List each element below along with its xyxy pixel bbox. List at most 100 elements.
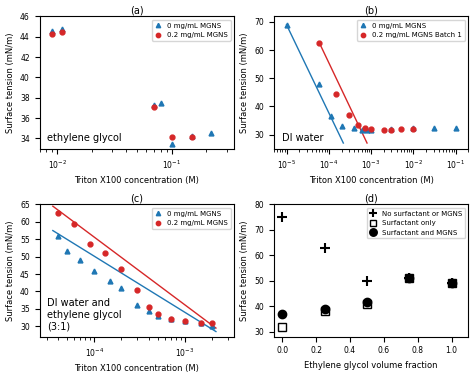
- 0 mg/mL MGNS: [284, 22, 290, 27]
- 0 mg/mL MGNS: [389, 127, 394, 131]
- 0.2 mg/mL MGNS Batch 1: [346, 113, 352, 117]
- 0 mg/mL MGNS: [328, 114, 333, 119]
- Line: 0 mg/mL MGNS: 0 mg/mL MGNS: [55, 233, 215, 329]
- 0 mg/mL MGNS: [151, 103, 157, 107]
- Title: (b): (b): [364, 6, 378, 16]
- 0 mg/mL MGNS: [158, 100, 164, 105]
- Title: (a): (a): [130, 6, 144, 16]
- 0 mg/mL MGNS: [55, 233, 61, 238]
- Surfactant and MGNS: [280, 312, 285, 316]
- 0 mg/mL MGNS: [107, 279, 113, 283]
- 0.2 mg/mL MGNS Batch 1: [317, 41, 322, 45]
- 0 mg/mL MGNS: [118, 286, 124, 290]
- 0 mg/mL MGNS: [208, 131, 214, 136]
- X-axis label: Triton X100 concentration (M): Triton X100 concentration (M): [74, 176, 200, 185]
- X-axis label: Triton X100 concentration (M): Triton X100 concentration (M): [309, 176, 434, 185]
- 0 mg/mL MGNS: [364, 127, 370, 132]
- 0.2 mg/mL MGNS Batch 1: [389, 127, 394, 132]
- 0.2 mg/mL MGNS: [102, 251, 108, 255]
- 0 mg/mL MGNS: [64, 249, 70, 254]
- 0.2 mg/mL MGNS: [87, 242, 93, 247]
- Text: ethylene glycol: ethylene glycol: [47, 133, 122, 143]
- 0.2 mg/mL MGNS Batch 1: [362, 126, 367, 131]
- Surfactant only: [449, 281, 455, 286]
- Line: 0.2 mg/mL MGNS Batch 1: 0.2 mg/mL MGNS Batch 1: [317, 41, 416, 132]
- 0.2 mg/mL MGNS: [182, 319, 188, 323]
- 0.2 mg/mL MGNS: [155, 312, 160, 316]
- 0 mg/mL MGNS: [155, 313, 160, 318]
- Surfactant only: [406, 276, 412, 280]
- 0 mg/mL MGNS: [351, 126, 357, 131]
- X-axis label: Triton X100 concentration (M): Triton X100 concentration (M): [74, 365, 200, 373]
- 0 mg/mL MGNS: [368, 127, 374, 132]
- 0.2 mg/mL MGNS Batch 1: [398, 127, 403, 131]
- 0.2 mg/mL MGNS: [151, 105, 157, 109]
- Legend: No surfactant or MGNS, Surfactant only, Surfactant and MGNS: No surfactant or MGNS, Surfactant only, …: [367, 208, 465, 238]
- 0 mg/mL MGNS: [77, 258, 83, 262]
- 0 mg/mL MGNS: [453, 125, 458, 130]
- 0 mg/mL MGNS: [91, 268, 97, 273]
- Surfactant only: [322, 309, 328, 313]
- Line: 0 mg/mL MGNS: 0 mg/mL MGNS: [284, 22, 458, 132]
- 0 mg/mL MGNS: [146, 309, 152, 313]
- 0.2 mg/mL MGNS: [146, 305, 152, 309]
- 0.2 mg/mL MGNS: [169, 135, 175, 140]
- 0.2 mg/mL MGNS: [210, 321, 215, 325]
- Y-axis label: Surface tension (mN/m): Surface tension (mN/m): [240, 32, 249, 133]
- Text: DI water and
ethylene glycol
(3:1): DI water and ethylene glycol (3:1): [47, 298, 122, 332]
- 0.2 mg/mL MGNS: [49, 31, 55, 36]
- X-axis label: Ethylene glycol volume fraction: Ethylene glycol volume fraction: [304, 361, 438, 370]
- Surfactant and MGNS: [406, 276, 412, 280]
- 0 mg/mL MGNS: [169, 141, 175, 146]
- No surfactant or MGNS: [280, 215, 285, 219]
- 0.2 mg/mL MGNS: [168, 317, 173, 322]
- 0.2 mg/mL MGNS: [71, 221, 77, 226]
- Surfactant and MGNS: [449, 281, 455, 286]
- Legend: 0 mg/mL MGNS, 0.2 mg/mL MGNS: 0 mg/mL MGNS, 0.2 mg/mL MGNS: [152, 20, 231, 41]
- 0 mg/mL MGNS: [168, 317, 173, 322]
- Legend: 0 mg/mL MGNS, 0.2 mg/mL MGNS: 0 mg/mL MGNS, 0.2 mg/mL MGNS: [152, 208, 231, 229]
- No surfactant or MGNS: [406, 276, 412, 280]
- 0.2 mg/mL MGNS: [59, 29, 65, 34]
- 0 mg/mL MGNS: [135, 303, 140, 308]
- Line: 0.2 mg/mL MGNS: 0.2 mg/mL MGNS: [50, 29, 194, 140]
- Surfactant only: [364, 301, 370, 306]
- 0.2 mg/mL MGNS: [118, 266, 124, 271]
- Text: DI water: DI water: [282, 133, 323, 143]
- 0.2 mg/mL MGNS Batch 1: [368, 127, 374, 131]
- 0 mg/mL MGNS: [410, 126, 416, 131]
- 0 mg/mL MGNS: [339, 124, 345, 128]
- Line: No surfactant or MGNS: No surfactant or MGNS: [277, 212, 456, 288]
- 0.2 mg/mL MGNS: [55, 211, 61, 215]
- 0.2 mg/mL MGNS Batch 1: [410, 127, 416, 131]
- 0 mg/mL MGNS: [198, 321, 204, 325]
- 0.2 mg/mL MGNS: [198, 321, 204, 325]
- No surfactant or MGNS: [322, 246, 328, 250]
- Line: 0 mg/mL MGNS: 0 mg/mL MGNS: [50, 26, 214, 146]
- 0.2 mg/mL MGNS: [135, 288, 140, 292]
- 0 mg/mL MGNS: [189, 134, 195, 139]
- Line: Surfactant and MGNS: Surfactant and MGNS: [278, 274, 456, 318]
- Y-axis label: Surface tension (mN/m): Surface tension (mN/m): [6, 220, 15, 321]
- Surfactant only: [280, 324, 285, 329]
- 0 mg/mL MGNS: [59, 26, 65, 31]
- Line: 0.2 mg/mL MGNS: 0.2 mg/mL MGNS: [55, 211, 215, 325]
- Line: Surfactant only: Surfactant only: [278, 274, 456, 330]
- Surfactant and MGNS: [364, 300, 370, 305]
- Surfactant and MGNS: [322, 307, 328, 311]
- Y-axis label: Surface tension (mN/m): Surface tension (mN/m): [240, 220, 249, 321]
- 0.2 mg/mL MGNS Batch 1: [381, 127, 387, 132]
- No surfactant or MGNS: [364, 279, 370, 283]
- 0 mg/mL MGNS: [182, 319, 188, 323]
- Title: (d): (d): [364, 194, 378, 204]
- 0.2 mg/mL MGNS: [189, 135, 195, 140]
- Legend: 0 mg/mL MGNS, 0.2 mg/mL MGNS Batch 1: 0 mg/mL MGNS, 0.2 mg/mL MGNS Batch 1: [357, 20, 465, 41]
- 0.2 mg/mL MGNS Batch 1: [356, 122, 361, 127]
- Title: (c): (c): [130, 194, 144, 204]
- No surfactant or MGNS: [449, 281, 455, 286]
- 0 mg/mL MGNS: [359, 127, 365, 132]
- 0 mg/mL MGNS: [49, 28, 55, 33]
- 0 mg/mL MGNS: [317, 81, 322, 86]
- 0 mg/mL MGNS: [431, 125, 437, 130]
- 0 mg/mL MGNS: [210, 324, 215, 329]
